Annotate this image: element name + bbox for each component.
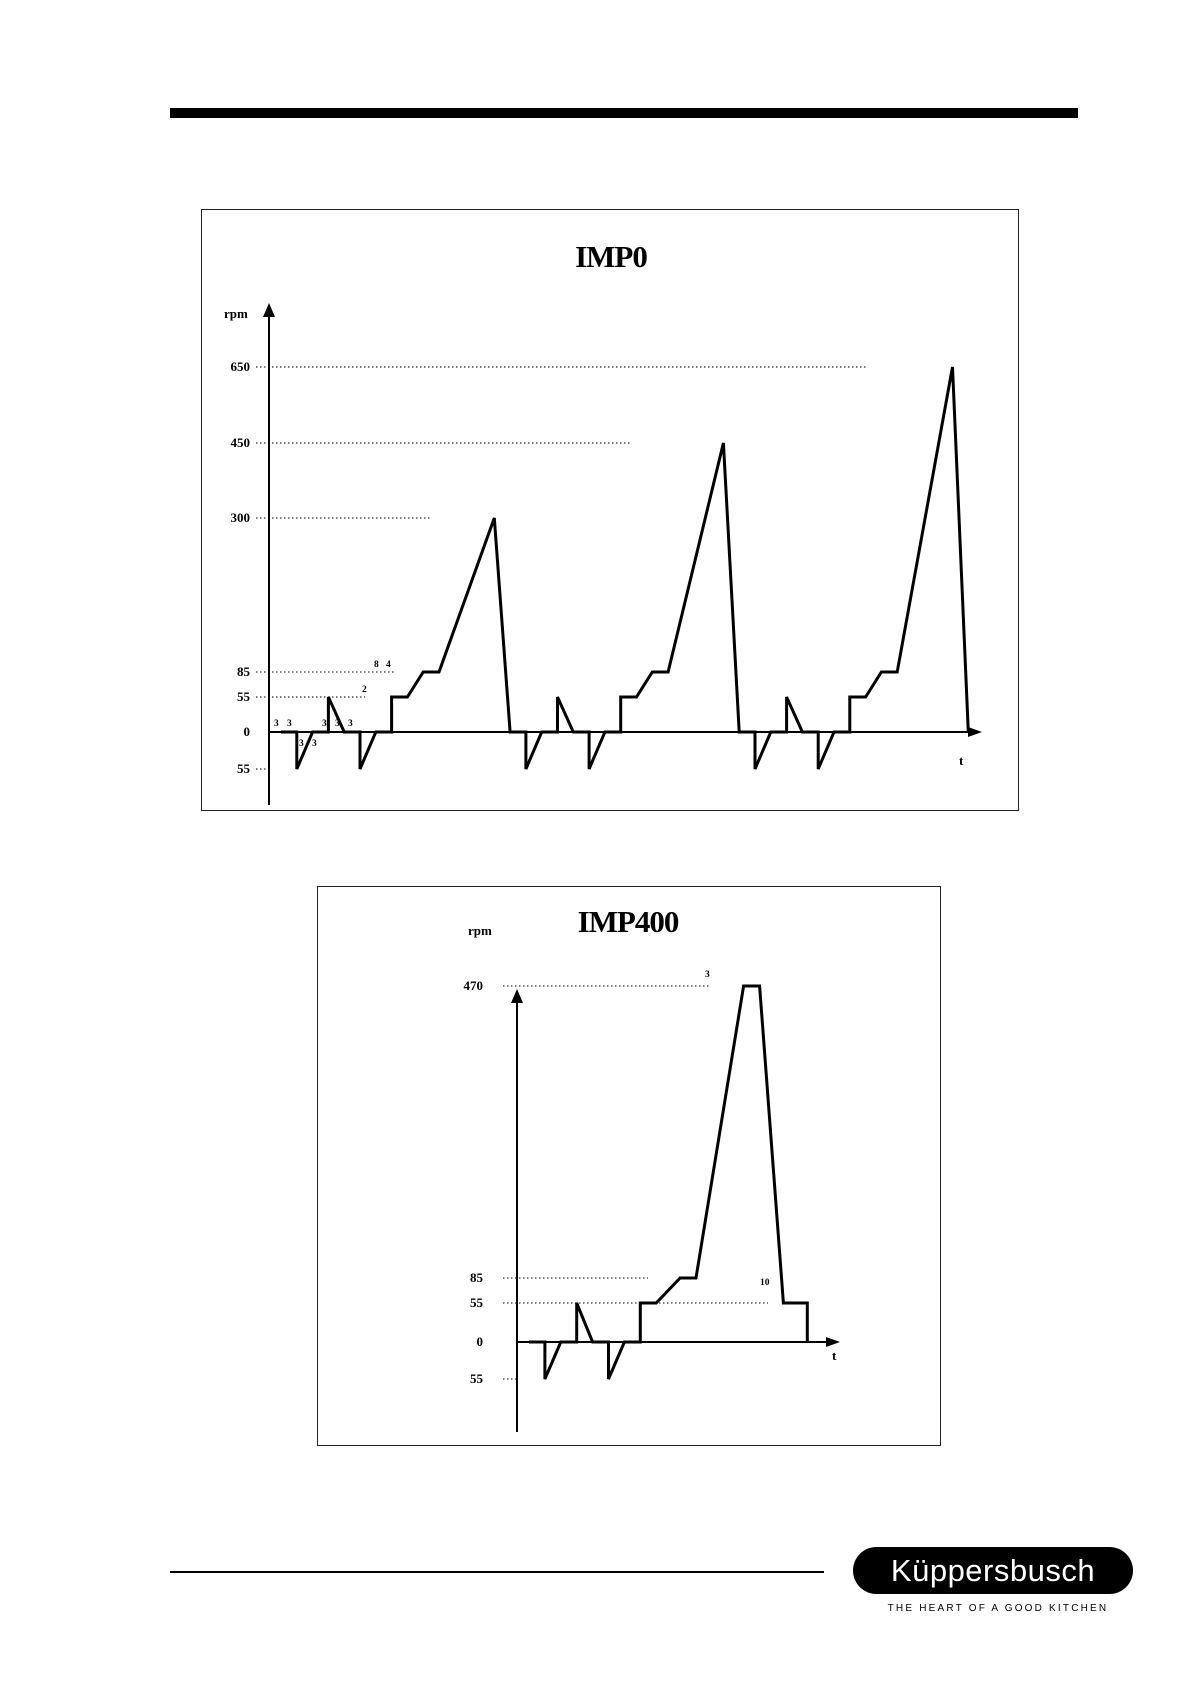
imp400-tick-label: 85	[470, 1270, 484, 1285]
imp0-annotation-label: 3	[348, 719, 353, 729]
imp0-tick-label: 55	[237, 689, 251, 704]
imp0-xlabel: t	[959, 753, 964, 768]
imp0-tick-label: 450	[231, 435, 251, 450]
chart-imp0: IMP0 rpm t 650 450 300 85 55 0 55 3 3 3 3 3 3 3 2 8 4	[201, 209, 1019, 811]
brand-tagline: THE HEART OF A GOOD KITCHEN	[887, 1603, 1109, 1614]
imp400-tick-label: 0	[477, 1334, 484, 1349]
imp0-x-axis-arrow	[968, 727, 982, 737]
imp400-chart-title: IMP400	[578, 904, 679, 939]
imp0-annotation-label: 3	[335, 719, 340, 729]
imp400-tick-label: 55	[470, 1371, 484, 1386]
imp400-x-axis-arrow	[826, 1337, 840, 1347]
imp0-tick-label: 300	[231, 510, 251, 525]
imp0-tick-label: 55	[237, 761, 251, 776]
imp400-annotation-label: 3	[705, 970, 710, 980]
imp400-ylabel: rpm	[468, 923, 492, 938]
imp400-tick-label: 55	[470, 1295, 484, 1310]
imp400-annotation-label: 10	[760, 1278, 770, 1288]
chart-imp400: IMP400 rpm t 470 85 55 0 55 3 10	[317, 886, 941, 1446]
imp0-tick-label: 650	[231, 359, 251, 374]
imp0-annotation-label: 8	[374, 660, 379, 670]
imp0-ylabel: rpm	[224, 306, 248, 321]
footer-rule	[170, 1571, 824, 1573]
imp400-series-line	[529, 984, 809, 1380]
brand-logo: Küppersbusch	[853, 1547, 1133, 1594]
imp0-annotation-label: 3	[322, 719, 327, 729]
imp0-y-axis-arrow	[263, 303, 275, 317]
chart-imp400-svg: IMP400 rpm t 470 85 55 0 55 3 10	[464, 904, 840, 1432]
imp0-series-line	[281, 366, 970, 770]
imp400-y-axis-arrow	[511, 989, 523, 1003]
imp0-annotation-label: 3	[287, 719, 292, 729]
imp0-annotation-label: 3	[299, 739, 304, 749]
imp0-annotation-label: 3	[274, 719, 279, 729]
imp0-chart-title: IMP0	[575, 239, 647, 274]
imp400-tick-label: 470	[464, 978, 484, 993]
imp0-annotation-label: 2	[362, 685, 367, 695]
imp400-xlabel: t	[832, 1348, 837, 1363]
imp0-annotation-label: 4	[386, 660, 391, 670]
imp0-tick-label: 0	[244, 724, 251, 739]
imp0-annotation-label: 3	[312, 739, 317, 749]
header-rule	[170, 108, 1078, 118]
imp0-tick-label: 85	[237, 664, 251, 679]
